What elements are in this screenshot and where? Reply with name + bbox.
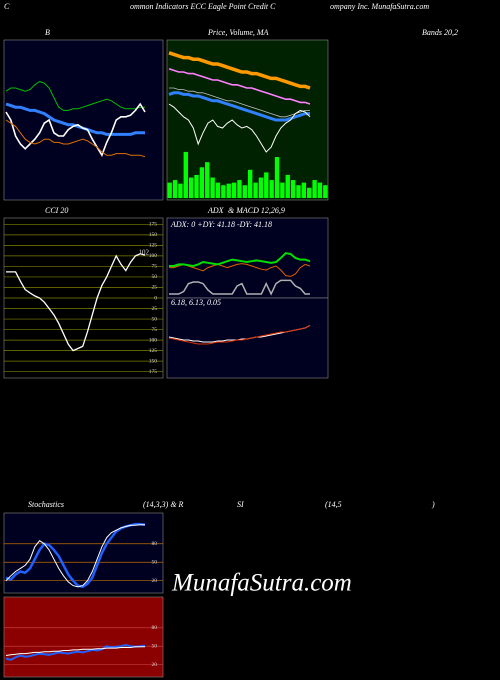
chart-title: (14,5 bbox=[325, 500, 342, 509]
series-line bbox=[169, 252, 311, 268]
y-tick-label: 100 bbox=[149, 253, 158, 259]
series-line bbox=[5, 646, 145, 656]
chart-title: CCI 20 bbox=[45, 206, 68, 215]
series-line bbox=[169, 279, 310, 296]
chart-title: B bbox=[45, 28, 50, 37]
volume-bar bbox=[280, 182, 285, 198]
series-line bbox=[168, 325, 311, 345]
series-line bbox=[5, 524, 145, 588]
y-tick-label: 0 bbox=[154, 295, 157, 301]
annotation: 6.18, 6.13, 0.05 bbox=[171, 298, 221, 307]
volume-bar bbox=[301, 182, 307, 198]
y-tick-label: 75 bbox=[152, 327, 158, 333]
y-tick-label: 125 bbox=[149, 243, 158, 249]
volume-bar bbox=[307, 187, 312, 198]
header: C bbox=[4, 2, 10, 11]
volume-bar bbox=[178, 183, 183, 198]
series-line bbox=[168, 51, 311, 90]
volume-bar bbox=[290, 180, 296, 198]
volume-bar bbox=[269, 180, 274, 198]
volume-bar bbox=[205, 162, 210, 198]
volume-bar bbox=[172, 180, 178, 198]
y-tick-label: 25 bbox=[152, 285, 158, 291]
volume-bar bbox=[215, 182, 221, 198]
series-line bbox=[5, 81, 145, 111]
series-line bbox=[6, 253, 146, 352]
y-tick-label: 20 bbox=[152, 662, 158, 668]
y-tick-label: 80 bbox=[152, 541, 158, 547]
series-line bbox=[169, 263, 311, 277]
y-tick-label: 50 bbox=[152, 316, 158, 322]
y-tick-label: 150 bbox=[149, 358, 158, 364]
y-tick-label: 50 bbox=[152, 559, 158, 565]
chart-title: ) bbox=[431, 500, 435, 509]
value-label: 102 bbox=[139, 249, 150, 257]
y-tick-label: 150 bbox=[149, 232, 158, 238]
panel bbox=[3, 39, 164, 201]
volume-bar bbox=[258, 177, 264, 198]
annotation: ADX: 0 +DY: 41.18 -DY: 41.18 bbox=[170, 220, 272, 229]
series-line bbox=[168, 91, 310, 122]
y-tick-label: 50 bbox=[152, 274, 158, 280]
panel bbox=[166, 217, 329, 299]
series-line bbox=[5, 643, 146, 661]
volume-bar bbox=[253, 182, 258, 198]
panel bbox=[166, 297, 329, 379]
y-tick-label: 80 bbox=[152, 625, 158, 631]
series-line bbox=[169, 87, 310, 118]
y-tick-label: 25 bbox=[152, 306, 158, 312]
panel bbox=[3, 512, 164, 594]
volume-bar bbox=[231, 182, 237, 198]
y-tick-label: 50 bbox=[152, 643, 158, 649]
volume-bar bbox=[226, 183, 231, 198]
chart-title: ADX bbox=[207, 206, 225, 215]
series-line bbox=[5, 119, 146, 158]
header: ommon Indicators ECC Eagle Point Credit … bbox=[130, 2, 276, 11]
volume-bar bbox=[167, 182, 172, 198]
volume-bar bbox=[296, 185, 301, 198]
series-line bbox=[168, 103, 311, 153]
chart-title: Stochastics bbox=[28, 500, 64, 509]
volume-bar bbox=[317, 182, 323, 198]
volume-bar bbox=[183, 151, 188, 198]
volume-bar bbox=[312, 180, 317, 198]
chart-title: Price, Volume, MA bbox=[207, 28, 269, 37]
chart-title: Bands 20,2 bbox=[422, 28, 458, 37]
chart-title: SI bbox=[237, 500, 244, 509]
y-tick-label: 125 bbox=[149, 348, 158, 354]
volume-bar bbox=[194, 174, 199, 198]
y-tick-label: 20 bbox=[152, 578, 158, 584]
volume-bar bbox=[274, 157, 280, 198]
watermark: MunafaSutra.com bbox=[171, 570, 352, 597]
volume-bar bbox=[237, 180, 242, 198]
header: ompany Inc. MunafaSutra.com bbox=[330, 2, 429, 11]
volume-bar bbox=[248, 169, 253, 198]
volume-bar bbox=[264, 172, 269, 198]
chart-title: & MACD 12,26,9 bbox=[228, 206, 285, 215]
y-tick-label: 100 bbox=[149, 337, 158, 343]
volume-bar bbox=[210, 177, 215, 198]
volume-bar bbox=[242, 185, 247, 198]
volume-bar bbox=[221, 185, 226, 198]
series-line bbox=[5, 102, 146, 158]
volume-bar bbox=[199, 167, 205, 198]
panel bbox=[166, 39, 329, 201]
volume-bar bbox=[285, 174, 290, 198]
y-tick-label: 175 bbox=[149, 369, 158, 375]
y-tick-label: 175 bbox=[149, 222, 158, 228]
series-line bbox=[168, 68, 311, 105]
volume-bar bbox=[188, 177, 194, 198]
y-tick-label: 75 bbox=[152, 264, 158, 270]
panel bbox=[3, 596, 164, 678]
chart-title: (14,3,3) & R bbox=[143, 500, 184, 509]
volume-bar bbox=[323, 185, 328, 198]
